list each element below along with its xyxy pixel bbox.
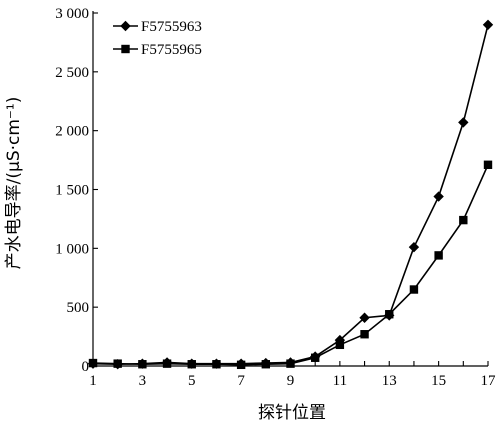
legend-label: F5755965	[141, 42, 202, 58]
data-point	[261, 360, 271, 369]
series-1	[87, 19, 494, 370]
y-tick-label: 1 500	[55, 183, 89, 199]
legend-label: F5755963	[141, 19, 202, 35]
y-tick-label: 3 000	[55, 6, 89, 22]
data-point	[286, 359, 295, 368]
legend-marker	[120, 20, 131, 32]
axes	[92, 11, 488, 367]
y-axis-label: 产水电导率/(μS·cm⁻¹)	[4, 97, 24, 270]
series-line	[92, 164, 489, 366]
data-point	[310, 353, 320, 362]
data-point	[212, 360, 221, 369]
y-tick-label: 2 500	[55, 65, 89, 81]
data-point	[187, 360, 196, 369]
data-point	[433, 191, 444, 202]
y-tick-label: 2 000	[55, 124, 89, 140]
x-tick-label: 7	[237, 373, 245, 389]
x-tick-label: 15	[431, 373, 446, 389]
data-point	[360, 330, 369, 339]
y-tick-label: 500	[67, 300, 90, 316]
legend-entry: F5755963	[113, 19, 202, 35]
data-point	[335, 340, 345, 350]
data-point	[459, 215, 468, 225]
series-layer	[87, 19, 494, 370]
y-tick-label: 0	[82, 359, 90, 375]
x-tick-label: 17	[481, 373, 497, 389]
y-axis-title: 产水电导率/(μS·cm⁻¹)	[4, 97, 24, 270]
legend: F5755963 F5755965	[113, 19, 202, 58]
data-point	[359, 312, 370, 323]
y-ticks: 0 500 1 000 1 500 2 000 2 500 3 000	[55, 6, 98, 375]
legend-marker	[121, 44, 130, 54]
x-tick-label: 1	[89, 373, 97, 389]
data-point	[236, 360, 246, 370]
data-point	[113, 359, 122, 368]
data-point	[408, 241, 420, 253]
data-point	[385, 310, 394, 319]
y-tick-label: 1 000	[55, 241, 89, 257]
x-tick-label: 9	[287, 373, 295, 389]
x-tick-label: 11	[333, 373, 347, 389]
x-tick-label: 13	[382, 373, 397, 389]
data-point	[409, 285, 419, 294]
data-point	[88, 358, 98, 368]
data-point	[458, 117, 469, 128]
x-tick-label: 3	[139, 373, 147, 389]
data-point	[482, 19, 494, 30]
data-point	[162, 359, 172, 368]
series-line	[92, 24, 489, 366]
legend-entry: F5755965	[113, 42, 202, 58]
data-point	[434, 251, 443, 260]
series-2	[88, 160, 493, 370]
x-axis-label: 探针位置	[258, 403, 326, 423]
data-point	[138, 360, 147, 369]
data-point	[483, 160, 493, 169]
x-tick-label: 5	[188, 373, 196, 389]
